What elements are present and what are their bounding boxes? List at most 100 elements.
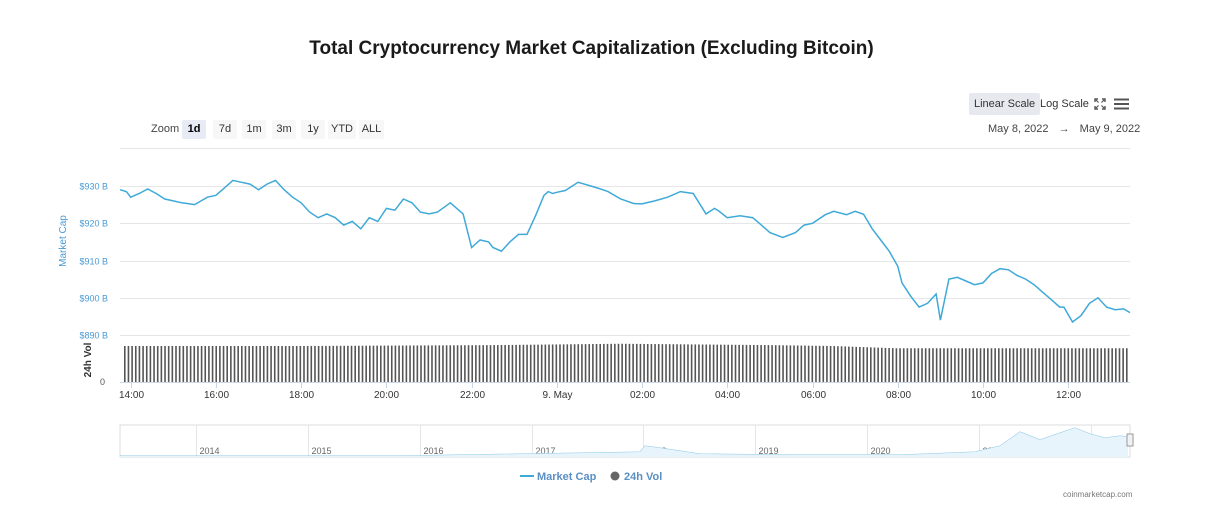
volume-bar[interactable] [124, 346, 126, 382]
volume-bar[interactable] [654, 344, 656, 382]
volume-bar[interactable] [749, 344, 751, 382]
volume-bar[interactable] [248, 346, 250, 382]
volume-bar[interactable] [705, 344, 708, 382]
volume-bar[interactable] [328, 345, 331, 382]
volume-bar[interactable] [1019, 348, 1022, 382]
volume-bar[interactable] [1078, 348, 1081, 382]
volume-bar[interactable] [826, 345, 828, 382]
volume-bar[interactable] [500, 345, 503, 382]
volume-bar[interactable] [745, 344, 748, 382]
volume-bar[interactable] [1085, 348, 1088, 382]
volume-bar[interactable] [376, 345, 378, 382]
volume-bar[interactable] [965, 348, 967, 382]
volume-bar[interactable] [1111, 348, 1113, 382]
volume-bar[interactable] [559, 344, 561, 382]
volume-bar[interactable] [507, 344, 510, 382]
linear-scale-button[interactable]: Linear Scale [969, 93, 1041, 115]
volume-bar[interactable] [870, 347, 872, 382]
volume-bar[interactable] [712, 344, 715, 382]
volume-bar[interactable] [1056, 348, 1059, 382]
volume-bar[interactable] [215, 346, 218, 382]
volume-bar[interactable] [186, 346, 188, 382]
volume-bar[interactable] [716, 344, 719, 382]
volume-bar[interactable] [804, 345, 806, 382]
volume-bar[interactable] [621, 343, 623, 382]
volume-bar[interactable] [489, 345, 492, 382]
volume-bar[interactable] [456, 345, 459, 382]
volume-bar[interactable] [581, 344, 583, 382]
volume-bar[interactable] [584, 344, 587, 382]
volume-bar[interactable] [811, 345, 814, 382]
volume-bar[interactable] [401, 345, 404, 382]
volume-bar[interactable] [175, 346, 177, 382]
volume-bar[interactable] [731, 344, 733, 382]
volume-bar[interactable] [734, 344, 737, 382]
volume-bar[interactable] [467, 345, 470, 382]
volume-bar[interactable] [226, 346, 228, 382]
date-range-to[interactable]: May 9, 2022 [1079, 123, 1141, 135]
hamburger-menu-icon[interactable] [1114, 97, 1129, 110]
volume-bar[interactable] [614, 343, 616, 382]
volume-bar[interactable] [840, 346, 843, 382]
volume-bar[interactable] [1008, 348, 1011, 382]
volume-bar[interactable] [471, 345, 474, 382]
volume-bar[interactable] [211, 346, 214, 382]
volume-bar[interactable] [453, 345, 455, 382]
volume-bar[interactable] [833, 346, 836, 382]
volume-bar[interactable] [767, 345, 770, 382]
volume-bar[interactable] [665, 344, 667, 382]
volume-bar[interactable] [884, 347, 887, 382]
volume-bar[interactable] [855, 346, 857, 382]
volume-bar[interactable] [1052, 348, 1055, 382]
volume-bar[interactable] [427, 345, 430, 382]
volume-bar[interactable] [167, 346, 170, 382]
navigator[interactable]: 201420152016201720182019202020212022 [119, 424, 1134, 458]
volume-bar[interactable] [1038, 348, 1040, 382]
volume-bar[interactable] [646, 344, 649, 382]
volume-bar[interactable] [1115, 348, 1117, 382]
zoom-1d-button[interactable]: 1d [182, 120, 206, 139]
volume-bar[interactable] [482, 345, 484, 382]
volume-bar[interactable] [617, 343, 620, 382]
volume-bar[interactable] [325, 345, 327, 382]
volume-bar[interactable] [1023, 348, 1026, 382]
volume-bar[interactable] [270, 346, 272, 382]
volume-bar[interactable] [935, 348, 938, 382]
volume-bar[interactable] [1126, 348, 1128, 382]
volume-bar[interactable] [990, 348, 993, 382]
volume-bar[interactable] [628, 343, 631, 382]
volume-bar[interactable] [281, 346, 283, 382]
volume-bar[interactable] [661, 344, 664, 382]
volume-bar[interactable] [1041, 348, 1044, 382]
volume-bar[interactable] [241, 346, 243, 382]
volume-bar[interactable] [595, 344, 598, 382]
volume-bar[interactable] [288, 346, 291, 382]
volume-bar[interactable] [164, 346, 166, 382]
volume-bar[interactable] [156, 346, 159, 382]
volume-bar[interactable] [486, 345, 488, 382]
volume-bar[interactable] [723, 344, 726, 382]
volume-bar[interactable] [1096, 348, 1099, 382]
volume-bar[interactable] [859, 346, 861, 382]
volume-bar[interactable] [533, 344, 536, 382]
volume-bar[interactable] [862, 347, 865, 382]
volume-bar[interactable] [1030, 348, 1033, 382]
volume-bar[interactable] [544, 344, 547, 382]
volume-bar[interactable] [848, 346, 850, 382]
volume-bar[interactable] [976, 348, 978, 382]
volume-bar[interactable] [449, 345, 452, 382]
volume-bar[interactable] [694, 344, 697, 382]
volume-bar[interactable] [880, 347, 883, 382]
volume-bar[interactable] [442, 345, 444, 382]
volume-bar[interactable] [303, 345, 305, 382]
volume-bar[interactable] [720, 344, 722, 382]
volume-bar[interactable] [807, 345, 810, 382]
volume-bar[interactable] [972, 348, 975, 382]
volume-bar[interactable] [943, 348, 945, 382]
volume-bar[interactable] [562, 344, 565, 382]
volume-bar[interactable] [932, 348, 934, 382]
volume-bar[interactable] [701, 344, 704, 383]
volume-bar[interactable] [409, 345, 411, 382]
volume-bar[interactable] [354, 345, 356, 382]
zoom-7d-button[interactable]: 7d [213, 120, 237, 139]
